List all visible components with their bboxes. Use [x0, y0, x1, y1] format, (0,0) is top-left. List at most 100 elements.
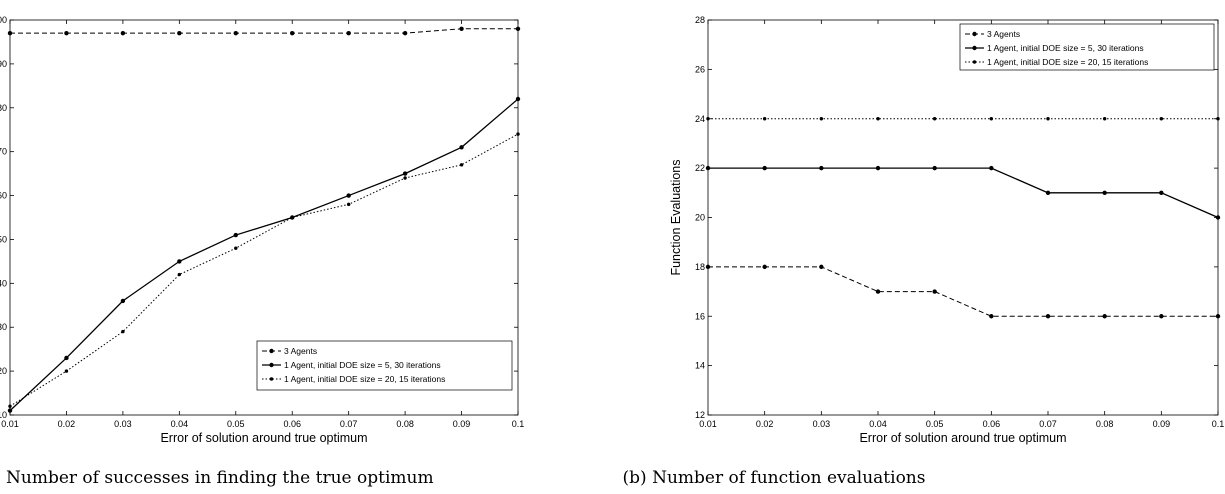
x-tick-label: 0.05: [227, 419, 245, 429]
x-tick-label: 0.04: [869, 419, 887, 429]
series-line-2: [9, 98, 519, 412]
data-point: [516, 132, 520, 136]
y-tick-label: 40: [0, 278, 7, 288]
y-tick-label: 14: [695, 361, 705, 371]
data-point: [233, 30, 238, 36]
y-tick-label: 10: [0, 410, 7, 420]
data-point: [64, 369, 69, 373]
data-point: [1102, 117, 1107, 121]
y-axis-label: Function Evaluations: [669, 159, 683, 275]
chart-success-count: 0.01 0.02 0.03 0.04 0.05 0.06 0.07 0.08 0.09 0.1 1…: [0, 15, 524, 445]
data-point: [459, 163, 464, 167]
data-point: [1046, 117, 1050, 121]
x-tick-label: 0.06: [283, 419, 301, 429]
x-axis-label: Error of solution around true optimum: [160, 431, 367, 445]
caption-right: (b) Number of function evaluations: [623, 468, 926, 488]
data-point: [515, 96, 521, 102]
y-tick-label: 22: [695, 163, 705, 173]
y-tick-label: 24: [695, 114, 705, 124]
legend-label-1: 3 Agents: [987, 29, 1020, 39]
data-point: [7, 30, 13, 36]
data-point: [762, 264, 767, 270]
legend-box: [959, 23, 1215, 71]
x-tick-label: 0.02: [58, 419, 76, 429]
series-line-3: [9, 133, 519, 407]
data-point: [1045, 190, 1051, 196]
x-tick-label: 0.08: [396, 419, 414, 429]
y-tick-label: 80: [0, 103, 7, 113]
data-point: [64, 355, 69, 361]
data-point: [290, 30, 295, 36]
data-point: [932, 117, 937, 121]
series-line-1: [708, 266, 1218, 317]
data-point: [876, 117, 880, 121]
legend-marker-3: [972, 60, 977, 64]
x-tick-label: 0.08: [1096, 419, 1114, 429]
data-point: [120, 298, 126, 304]
data-point: [346, 193, 351, 198]
data-point: [121, 329, 125, 334]
chart-function-evaluations: 0.01 0.02 0.03 0.04 0.05 0.06 0.07 0.08 0.09 0.1 1…: [669, 15, 1224, 445]
x-tick-label: 0.01: [699, 419, 717, 429]
y-tick-label: 60: [0, 191, 7, 201]
x-tick-label: 0.06: [983, 419, 1001, 429]
x-tick-label: 0.03: [114, 419, 132, 429]
data-point: [1159, 117, 1164, 121]
data-point: [234, 246, 238, 250]
y-tick-label: 20: [0, 366, 7, 376]
data-point: [7, 408, 13, 413]
data-point: [459, 26, 464, 31]
y-tick-label: 28: [695, 15, 705, 25]
data-point: [706, 117, 710, 121]
legend-label-3: 1 Agent, initial DOE size = 20, 15 itera…: [284, 374, 445, 384]
x-tick-label: 0.01: [1, 419, 19, 429]
x-tick-label: 0.07: [1039, 419, 1057, 429]
y-tick-label: 50: [0, 234, 7, 244]
data-point: [64, 30, 69, 36]
data-point: [515, 26, 521, 31]
data-point: [989, 314, 994, 319]
legend-label-3: 1 Agent, initial DOE size = 20, 15 itera…: [987, 57, 1148, 67]
series-line-1: [10, 28, 518, 34]
data-point: [403, 176, 407, 180]
y-tick-label: 100: [0, 15, 7, 25]
data-point: [819, 264, 824, 270]
data-point: [1216, 117, 1220, 121]
data-point: [705, 264, 711, 270]
y-tick-label: 26: [695, 64, 705, 74]
legend-box: [256, 340, 513, 391]
x-tick-label: 0.05: [926, 419, 944, 429]
legend-marker-2: [972, 45, 977, 51]
x-tick-label: 0.09: [453, 419, 471, 429]
data-point: [932, 165, 937, 171]
data-point: [346, 202, 351, 207]
series-line-2: [708, 167, 1219, 219]
data-point: [1159, 314, 1164, 319]
legend-marker-3: [269, 377, 274, 381]
data-point: [177, 259, 182, 264]
data-point: [459, 145, 464, 150]
data-point: [8, 404, 12, 408]
data-point: [402, 30, 408, 36]
x-tick-label: 0.02: [756, 419, 774, 429]
plot-frame: [707, 19, 1219, 416]
data-point: [705, 165, 711, 171]
data-point: [875, 165, 881, 171]
y-tick-label: 20: [695, 213, 705, 223]
data-point: [1102, 314, 1107, 319]
data-point: [1159, 190, 1164, 196]
data-point: [1215, 215, 1221, 220]
data-point: [762, 165, 767, 171]
legend-label-1: 3 Agents: [284, 346, 317, 356]
data-point: [932, 289, 937, 294]
data-point: [1102, 190, 1107, 196]
data-point: [1045, 314, 1051, 319]
data-point: [1215, 314, 1221, 319]
y-tick-label: 70: [0, 147, 7, 157]
data-point: [875, 289, 881, 294]
x-tick-label: 0.1: [512, 419, 525, 429]
data-point: [819, 117, 824, 121]
data-point: [819, 165, 824, 171]
y-tick-label: 90: [0, 59, 7, 69]
